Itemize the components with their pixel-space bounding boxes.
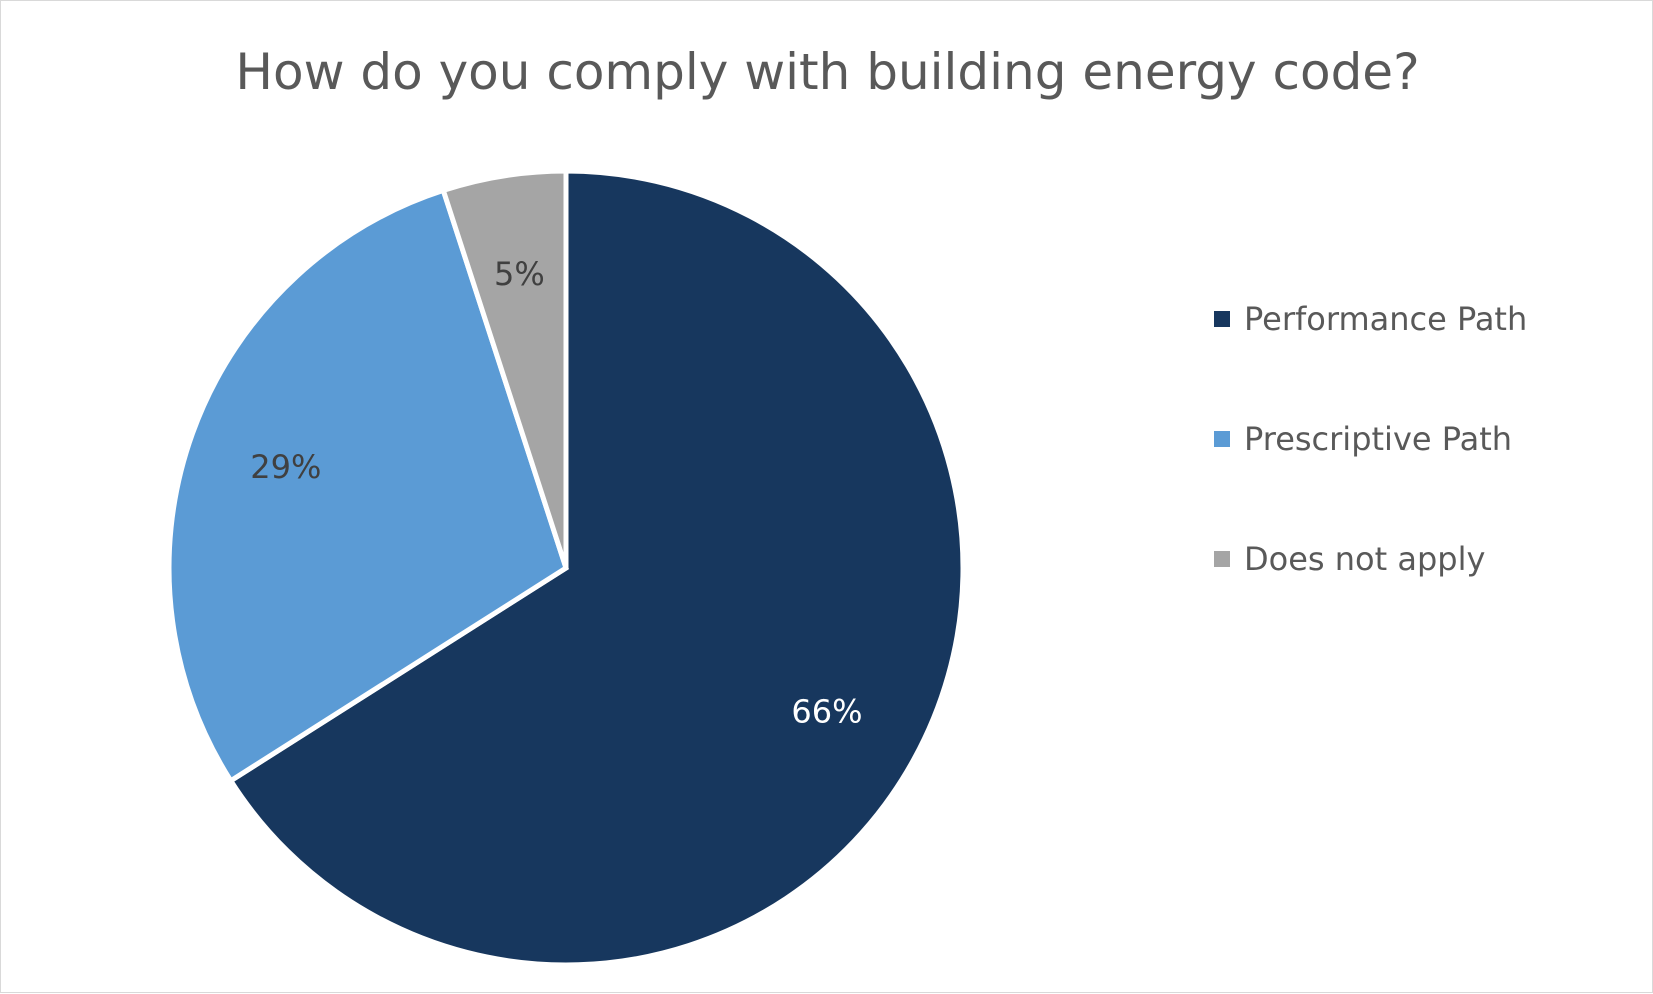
data-label-does-not-apply: 5% (494, 255, 545, 293)
pie-slice-does-not-apply (440, 168, 569, 569)
legend-swatch (1214, 431, 1230, 447)
legend-label: Performance Path (1244, 300, 1528, 338)
legend-item-performance-path: Performance Path (1214, 299, 1527, 339)
legend-swatch (1214, 311, 1230, 327)
pie-slice-prescriptive-path (166, 187, 569, 785)
legend-label: Does not apply (1244, 540, 1486, 578)
legend-swatch (1214, 551, 1230, 567)
legend-label: Prescriptive Path (1244, 420, 1513, 458)
legend-item-does-not-apply: Does not apply (1214, 539, 1485, 579)
chart-title: How do you comply with building energy c… (235, 43, 1420, 101)
legend-item-prescriptive-path: Prescriptive Path (1214, 419, 1512, 459)
data-label-prescriptive-path: 29% (250, 448, 321, 486)
pie-slice-performance-path (227, 168, 966, 968)
data-label-performance-path: 66% (791, 692, 862, 730)
